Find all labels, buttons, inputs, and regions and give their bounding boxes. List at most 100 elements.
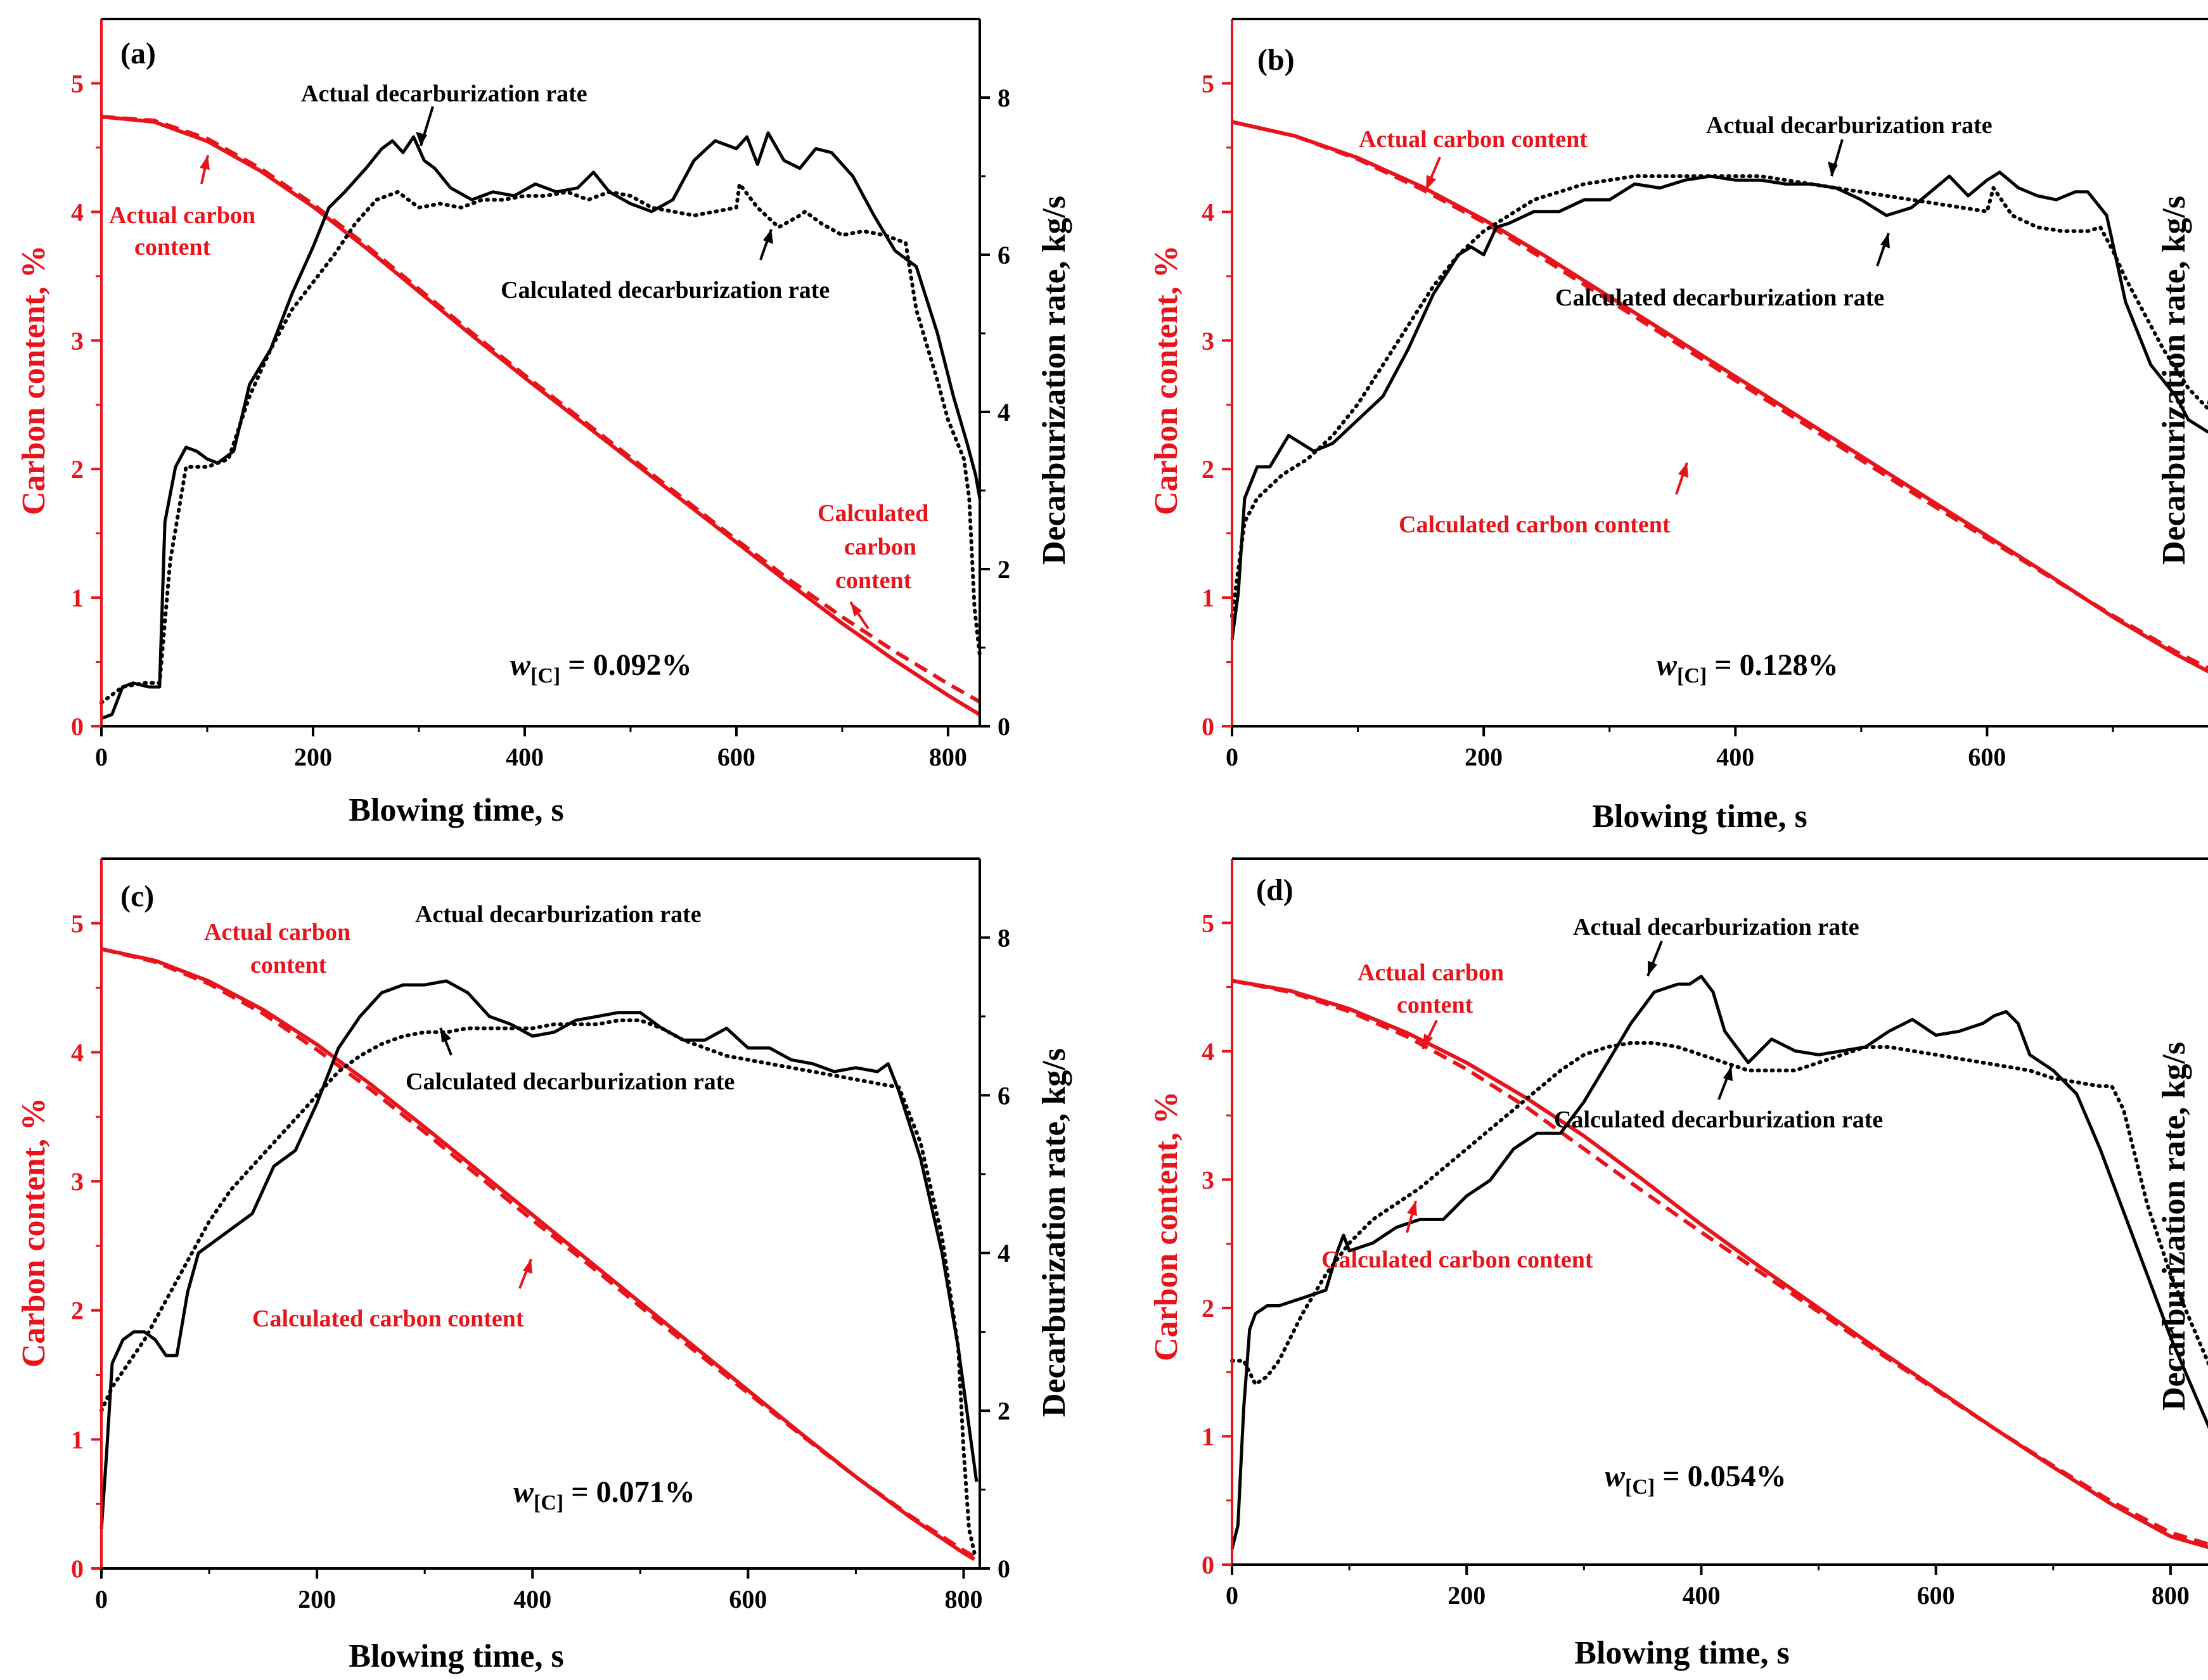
y-tick-label-right: 4 [998, 398, 1010, 426]
panel-label: (a) [120, 37, 156, 70]
series-line-actual-decarburization-rate [1230, 170, 2208, 640]
y-tick-label-right: 8 [998, 923, 1010, 952]
y-axis-label-left: Carbon content, % [1148, 1091, 1184, 1361]
label-actual-rate: Actual decarburization rate [301, 80, 587, 107]
x-tick-label: 0 [95, 743, 108, 771]
series-line-actual-decarburization-rate [99, 979, 979, 1529]
label-calc-carbon-1: Calculated [818, 500, 928, 527]
x-tick-label: 600 [729, 1585, 767, 1613]
y-tick-label-left: 3 [1202, 326, 1214, 355]
series-line-calculated-decarburization-rate [99, 1018, 977, 1555]
y-tick-label-left: 0 [1202, 712, 1214, 741]
label-actual-carbon-1: Actual carbon [204, 919, 350, 946]
x-tick-label: 800 [2152, 1581, 2190, 1610]
y-axis-label-right: Decarburization rate, kg/s [2156, 196, 2192, 565]
x-axis-label: Blowing time, s [349, 792, 563, 828]
label-actual-carbon-2: content [1397, 992, 1473, 1018]
annotation-arrows [1425, 139, 1890, 495]
chart-a: 0 200 400 600 800 0 1 2 3 4 5 0 2 4 6 8 (a) Blowing tim… [16, 18, 1072, 828]
panel-label: (d) [1256, 873, 1293, 907]
annotation-wc: w[C] = 0.128% [1657, 648, 1839, 688]
x-axis-label: Blowing time, s [1592, 798, 1807, 835]
x-tick-label: 600 [717, 743, 755, 771]
y-tick-label-left: 5 [1202, 909, 1214, 937]
y-tick-label-left: 2 [71, 1297, 84, 1325]
y-tick-label-left: 5 [71, 909, 84, 938]
x-tick-label: 600 [1968, 743, 2006, 771]
y-axis-label-left: Carbon content, % [16, 245, 52, 515]
annotation-subscript: [C] [1625, 1475, 1655, 1499]
annotation-wc: w[C] = 0.071% [513, 1475, 695, 1515]
x-axis-label: Blowing time, s [1574, 1635, 1789, 1671]
series-line-actual-decarburization-rate [101, 131, 982, 720]
label-actual-rate: Actual decarburization rate [1706, 112, 1993, 139]
y-axis-label-right: Decarburization rate, kg/s [2156, 1042, 2192, 1411]
annotation-arrows [1406, 940, 1733, 1233]
y-axis-label-left: Carbon content, % [16, 1098, 52, 1368]
panel-label: (b) [1257, 43, 1295, 77]
y-tick-label-left: 0 [1202, 1551, 1214, 1579]
y-tick-label-left: 4 [71, 1038, 84, 1067]
y-tick-label-left: 4 [1202, 198, 1214, 226]
x-tick-label: 0 [1226, 1581, 1238, 1610]
y-tick-label-right: 0 [998, 712, 1010, 741]
x-tick-label: 200 [298, 1585, 336, 1613]
series-lines [1230, 120, 2208, 674]
y-axis-label-right: Decarburization rate, kg/s [1036, 1048, 1072, 1417]
series-lines [1230, 975, 2208, 1549]
x-tick-label: 800 [929, 743, 967, 771]
label-calc-rate: Calculated decarburization rate [1555, 285, 1884, 311]
annotation-value: = 0.071% [563, 1475, 695, 1509]
y-tick-label-left: 2 [1202, 455, 1214, 484]
y-axis-label-right: Decarburization rate, kg/s [1036, 196, 1072, 565]
label-calc-carbon: Calculated carbon content [252, 1305, 524, 1332]
y-tick-label-left: 1 [71, 1425, 84, 1454]
series-line-actual-carbon-content [101, 115, 981, 717]
y-tick-label-right: 6 [998, 1081, 1010, 1110]
label-calc-carbon: Calculated carbon content [1399, 511, 1671, 538]
y-tick-label-left: 0 [71, 712, 84, 741]
label-actual-carbon-2: content [250, 952, 327, 978]
annotation-value: = 0.128% [1707, 648, 1838, 682]
x-tick-label: 200 [294, 743, 332, 771]
series-line-actual-carbon-content [1231, 978, 2208, 1549]
y-tick-label-right: 0 [998, 1555, 1010, 1583]
chart-panel-a: 0 200 400 600 800 0 1 2 3 4 5 0 2 4 6 8 (a) Blowing tim… [0, 0, 1104, 840]
x-tick-label: 200 [1465, 743, 1503, 771]
y-tick-label-left: 1 [1202, 584, 1214, 612]
series-line-calculated-decarburization-rate [1230, 174, 2208, 619]
x-tick-label: 0 [1226, 743, 1238, 771]
annotation-subscript: [C] [534, 1491, 563, 1515]
label-actual-carbon-1: Actual carbon [109, 202, 255, 229]
x-tick-label: 400 [506, 743, 544, 771]
y-tick-label-left: 2 [71, 455, 84, 484]
series-line-calculated-decarburization-rate [99, 182, 982, 705]
y-tick-label-left: 3 [71, 1167, 84, 1196]
annotation-prefix: w [513, 1475, 534, 1509]
annotation-prefix: w [1657, 648, 1678, 682]
annotation-subscript: [C] [1677, 664, 1707, 688]
y-tick-label-left: 3 [1202, 1165, 1214, 1194]
label-actual-rate: Actual decarburization rate [1573, 914, 1859, 940]
annotation-arrows [200, 106, 870, 630]
annotation-arrows [439, 1027, 532, 1289]
series-line-calculated-carbon-content [1231, 120, 2208, 670]
y-tick-label-left: 4 [1202, 1037, 1214, 1066]
y-tick-label-left: 3 [71, 326, 84, 355]
series-line-calculated-carbon-content [1231, 978, 2208, 1546]
label-actual-carbon: Actual carbon content [1359, 126, 1588, 153]
annotation-wc: w[C] = 0.054% [1605, 1459, 1787, 1499]
chart-c: 0 200 400 600 800 0 1 2 3 4 5 0 2 4 6 8 (c) Blowing tim… [16, 857, 1072, 1674]
y-tick-label-right: 4 [998, 1239, 1010, 1267]
y-tick-label-left: 5 [1202, 69, 1214, 98]
y-tick-label-left: 1 [71, 584, 84, 612]
y-tick-label-left: 0 [71, 1555, 84, 1583]
y-tick-label-left: 1 [1202, 1422, 1214, 1451]
label-calc-carbon: Calculated carbon content [1321, 1247, 1593, 1273]
x-tick-label: 400 [1682, 1581, 1720, 1610]
series-line-calculated-carbon-content [101, 947, 976, 1559]
